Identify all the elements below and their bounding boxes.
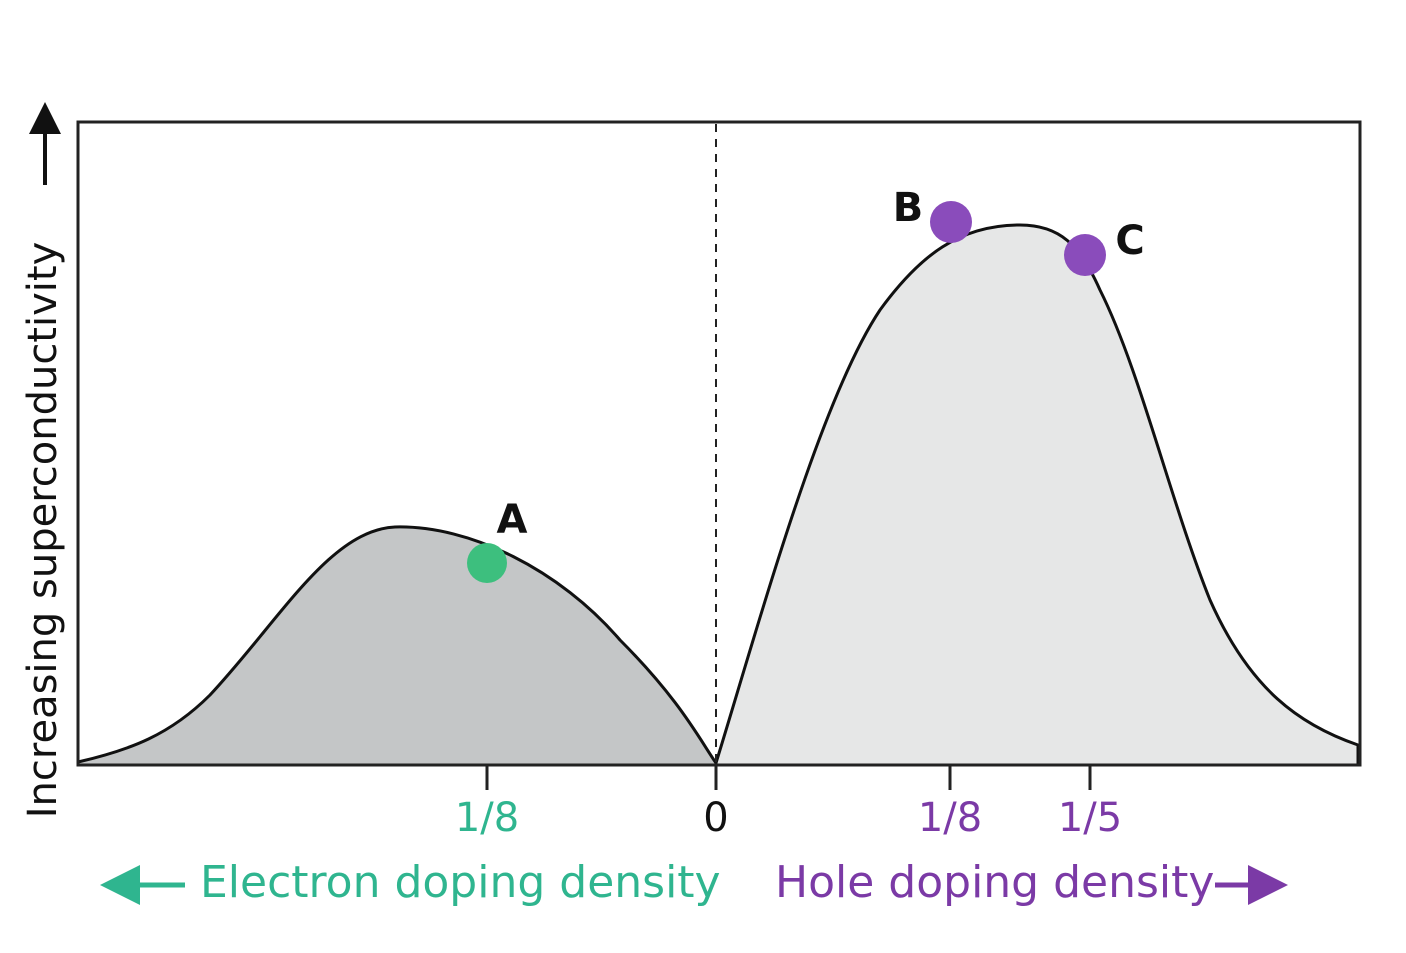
x-tick-label: 0 [703, 795, 728, 841]
electron-dome [76, 525, 718, 767]
x-tick-label: 1/5 [1058, 795, 1122, 841]
point-label: A [497, 497, 528, 543]
y-axis-label: Increasing superconductivity [20, 242, 66, 818]
point-c [1064, 234, 1106, 276]
point-b [930, 201, 972, 243]
point-label: B [893, 185, 924, 231]
point-a [467, 543, 507, 583]
hole-label: Hole doping density [775, 857, 1214, 908]
electron-label: Electron doping density [200, 857, 721, 908]
plot-frame [76, 120, 1362, 767]
x-tick-label: 1/8 [455, 795, 519, 841]
point-label: C [1115, 218, 1144, 264]
x-tick-label: 1/8 [918, 795, 982, 841]
hole-dome [714, 223, 1360, 767]
